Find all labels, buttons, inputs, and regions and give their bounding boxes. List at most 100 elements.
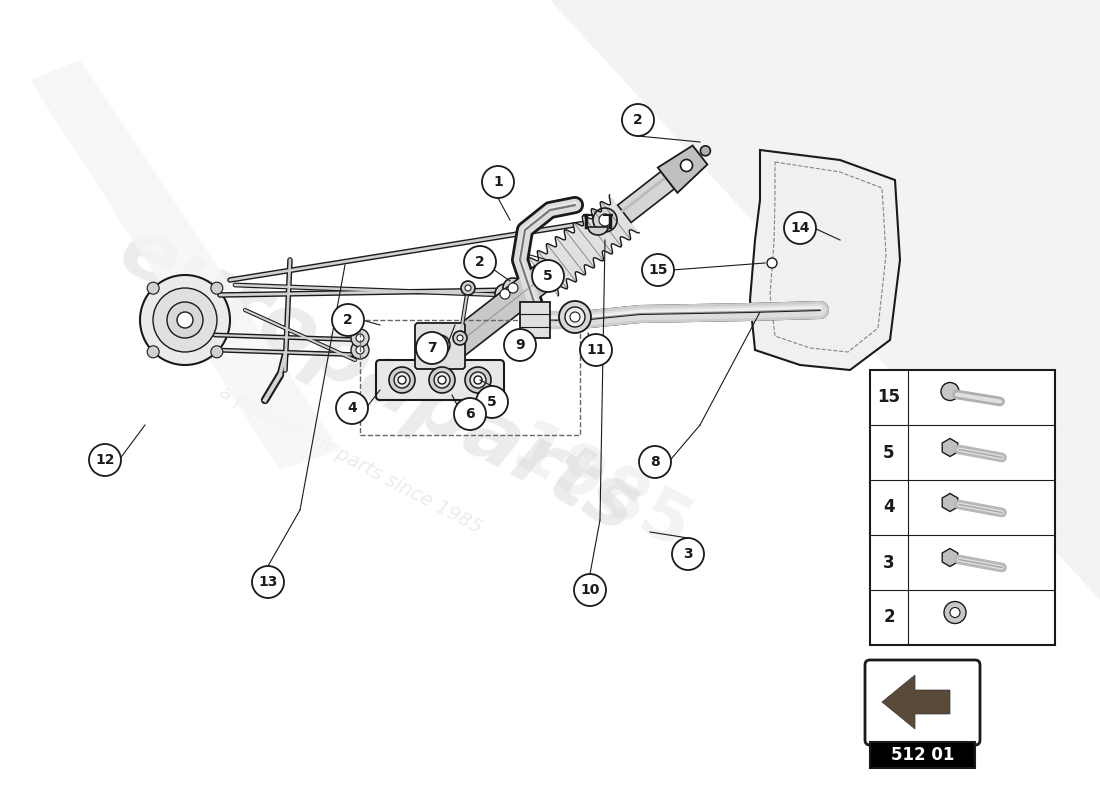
Circle shape: [701, 146, 711, 156]
Text: 5: 5: [883, 443, 894, 462]
Circle shape: [940, 382, 959, 401]
Circle shape: [672, 538, 704, 570]
Circle shape: [430, 335, 450, 355]
Circle shape: [784, 212, 816, 244]
Circle shape: [419, 363, 430, 375]
Circle shape: [500, 289, 510, 299]
Circle shape: [465, 367, 491, 393]
Circle shape: [574, 574, 606, 606]
Text: 512 01: 512 01: [891, 746, 954, 764]
Circle shape: [429, 367, 455, 393]
Circle shape: [944, 602, 966, 623]
Circle shape: [508, 283, 518, 293]
Bar: [360, 320, 580, 435]
Polygon shape: [882, 675, 950, 729]
FancyBboxPatch shape: [865, 660, 980, 745]
Circle shape: [438, 376, 446, 384]
Circle shape: [389, 367, 415, 393]
Circle shape: [434, 372, 450, 388]
Circle shape: [332, 304, 364, 336]
Text: 13: 13: [258, 575, 277, 589]
Bar: [870, 370, 1055, 645]
Circle shape: [398, 376, 406, 384]
Polygon shape: [750, 150, 900, 370]
Circle shape: [593, 208, 617, 232]
Circle shape: [356, 346, 364, 354]
Circle shape: [356, 334, 364, 342]
Text: 4: 4: [883, 498, 894, 517]
Circle shape: [950, 607, 960, 618]
Polygon shape: [409, 352, 440, 385]
Circle shape: [559, 301, 591, 333]
Circle shape: [476, 386, 508, 418]
Text: 15: 15: [648, 263, 668, 277]
Text: 3: 3: [883, 554, 894, 571]
Circle shape: [600, 214, 610, 226]
Text: 2: 2: [343, 313, 353, 327]
Circle shape: [153, 288, 217, 352]
Text: a passion for parts since 1985: a passion for parts since 1985: [216, 382, 484, 538]
Circle shape: [453, 331, 468, 345]
Text: 9: 9: [515, 338, 525, 352]
Circle shape: [89, 444, 121, 476]
Circle shape: [167, 302, 204, 338]
Polygon shape: [617, 171, 674, 222]
Circle shape: [495, 284, 515, 304]
Circle shape: [465, 285, 471, 291]
Circle shape: [140, 275, 230, 365]
Polygon shape: [943, 549, 958, 566]
Circle shape: [532, 260, 564, 292]
Polygon shape: [529, 195, 639, 296]
Circle shape: [454, 398, 486, 430]
Polygon shape: [658, 146, 707, 193]
Polygon shape: [30, 60, 340, 470]
Circle shape: [580, 334, 612, 366]
Circle shape: [504, 329, 536, 361]
Circle shape: [211, 282, 223, 294]
FancyBboxPatch shape: [415, 323, 465, 369]
Circle shape: [681, 159, 693, 171]
Polygon shape: [943, 438, 958, 457]
Circle shape: [639, 446, 671, 478]
Circle shape: [470, 372, 486, 388]
Circle shape: [461, 281, 475, 295]
Text: 2: 2: [475, 255, 485, 269]
Circle shape: [177, 312, 192, 328]
Circle shape: [565, 307, 585, 327]
Text: 5: 5: [487, 395, 497, 409]
Text: 2: 2: [883, 609, 894, 626]
Polygon shape: [943, 494, 958, 511]
Text: 6: 6: [465, 407, 475, 421]
Circle shape: [767, 258, 777, 268]
Circle shape: [464, 246, 496, 278]
Text: 14: 14: [790, 221, 810, 235]
Text: 8: 8: [650, 455, 660, 469]
Circle shape: [474, 376, 482, 384]
Circle shape: [434, 340, 446, 350]
Circle shape: [621, 104, 654, 136]
Text: 5: 5: [543, 269, 553, 283]
Polygon shape: [550, 0, 1100, 600]
Circle shape: [456, 335, 463, 341]
Text: 3: 3: [683, 547, 693, 561]
Text: 15: 15: [878, 389, 901, 406]
Circle shape: [351, 329, 369, 347]
Text: 4: 4: [348, 401, 356, 415]
Circle shape: [211, 346, 223, 358]
Text: 7: 7: [427, 341, 437, 355]
Text: 1985: 1985: [498, 415, 701, 565]
Text: 2: 2: [634, 113, 642, 127]
Circle shape: [570, 312, 580, 322]
FancyBboxPatch shape: [520, 302, 550, 338]
Polygon shape: [588, 227, 608, 235]
Polygon shape: [419, 347, 446, 378]
Circle shape: [482, 166, 514, 198]
Text: 12: 12: [96, 453, 114, 467]
Text: 10: 10: [581, 583, 600, 597]
Circle shape: [336, 392, 368, 424]
Text: 11: 11: [586, 343, 606, 357]
Polygon shape: [421, 266, 552, 376]
Circle shape: [394, 372, 410, 388]
Bar: [870, 742, 975, 768]
Circle shape: [416, 332, 448, 364]
